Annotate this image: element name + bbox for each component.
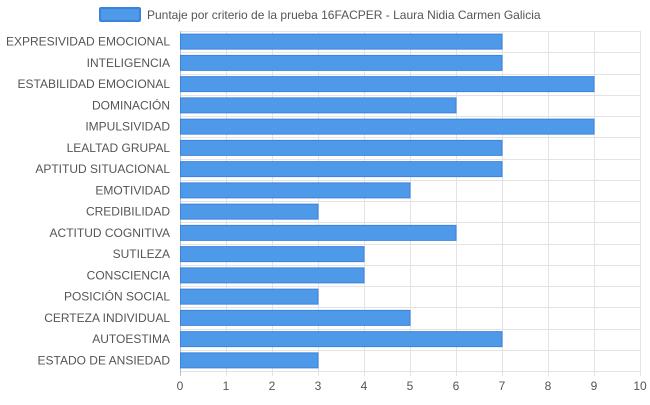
- y-category-label: INTELIGENCIA: [87, 56, 170, 70]
- x-axis-labels: 0 1 2 3 4 5 6 7 8 9 10: [177, 379, 647, 393]
- x-tick-label: 4: [361, 379, 368, 393]
- bar[interactable]: [180, 33, 503, 50]
- bar[interactable]: [180, 182, 411, 199]
- legend-label: Puntaje por criterio de la prueba 16FACP…: [147, 8, 541, 22]
- y-category-label: POSICIÓN SOCIAL: [64, 289, 170, 304]
- y-category-label: LEALTAD GRUPAL: [67, 141, 171, 155]
- bar[interactable]: [180, 97, 457, 114]
- bar[interactable]: [180, 118, 595, 135]
- bar[interactable]: [180, 161, 503, 178]
- x-tick-label: 3: [315, 379, 322, 393]
- y-category-label: CERTEZA INDIVIDUAL: [44, 311, 170, 325]
- bar[interactable]: [180, 309, 411, 326]
- x-tick-label: 7: [499, 379, 506, 393]
- y-category-label: ACTITUD COGNITIVA: [50, 226, 170, 240]
- x-tick-label: 5: [407, 379, 414, 393]
- legend-swatch: [99, 7, 141, 22]
- x-tick-label: 6: [453, 379, 460, 393]
- legend[interactable]: Puntaje por criterio de la prueba 16FACP…: [99, 7, 541, 22]
- y-category-label: ESTADO DE ANSIEDAD: [38, 353, 171, 367]
- bar[interactable]: [180, 54, 503, 71]
- bar[interactable]: [180, 331, 503, 348]
- bar[interactable]: [180, 139, 503, 156]
- bar[interactable]: [180, 224, 457, 241]
- x-tick-label: 10: [633, 379, 647, 393]
- y-category-label: IMPULSIVIDAD: [85, 120, 170, 134]
- bar[interactable]: [180, 76, 595, 93]
- y-category-label: CREDIBILIDAD: [86, 205, 170, 219]
- y-category-label: CONSCIENCIA: [87, 268, 170, 282]
- bar[interactable]: [180, 203, 319, 220]
- y-category-label: APTITUD SITUACIONAL: [35, 162, 170, 176]
- y-category-label: ESTABILIDAD EMOCIONAL: [18, 77, 171, 91]
- bar[interactable]: [180, 246, 365, 263]
- x-tick-label: 1: [223, 379, 230, 393]
- bar[interactable]: [180, 267, 365, 284]
- bar[interactable]: [180, 352, 319, 369]
- y-category-label: AUTOESTIMA: [92, 332, 170, 346]
- y-category-label: DOMINACIÓN: [92, 97, 170, 112]
- y-category-label: EXPRESIVIDAD EMOCIONAL: [6, 35, 170, 49]
- y-category-label: SUTILEZA: [113, 247, 170, 261]
- x-tick-label: 2: [269, 379, 276, 393]
- y-axis-labels: EXPRESIVIDAD EMOCIONAL INTELIGENCIA ESTABI…: [6, 35, 170, 368]
- x-tick-label: 0: [177, 379, 184, 393]
- y-category-label: EMOTIVIDAD: [95, 183, 170, 197]
- x-tick-label: 9: [591, 379, 598, 393]
- x-tick-label: 8: [545, 379, 552, 393]
- bars: [180, 33, 595, 369]
- bar[interactable]: [180, 288, 319, 305]
